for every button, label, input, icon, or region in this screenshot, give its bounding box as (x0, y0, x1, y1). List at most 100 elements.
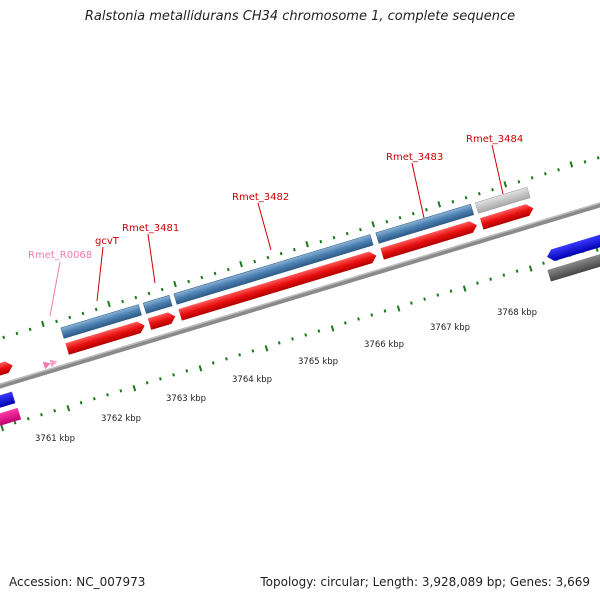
minor-tick (15, 331, 19, 336)
gene-label-Rmet_3482[interactable]: Rmet_3482 (232, 192, 289, 203)
major-tick (371, 221, 375, 228)
scale-label: 3762 kbp (101, 414, 141, 424)
major-tick (330, 325, 335, 332)
minor-tick (225, 357, 228, 361)
cds-arrow-Rmet_3483[interactable] (380, 220, 478, 260)
minor-tick (515, 269, 519, 273)
scale-label: 3764 kbp (232, 375, 272, 385)
left-edge-features (0, 391, 22, 431)
minor-tick (291, 337, 294, 341)
minor-tick (449, 289, 453, 293)
rrna-arrow-Rmet_R0068-b[interactable] (49, 358, 58, 368)
minor-tick (238, 353, 242, 357)
map-title: Ralstonia metallidurans CH34 chromosome … (84, 9, 516, 24)
gene-label-Rmet_3481[interactable]: Rmet_3481 (122, 223, 179, 234)
minor-tick (464, 196, 468, 200)
cds-arrow-left-edge[interactable] (0, 360, 14, 378)
minor-tick (226, 267, 230, 272)
gene-feature-Rmet_3484[interactable] (475, 186, 531, 214)
minor-tick (55, 319, 58, 324)
minor-tick (477, 192, 481, 196)
minor-tick (147, 291, 151, 296)
scale-label: 3768 kbp (497, 308, 537, 318)
minor-tick (383, 309, 387, 313)
gene-feature-left-blue[interactable] (0, 391, 16, 413)
minor-tick (398, 215, 402, 220)
minor-tick (476, 281, 479, 285)
leader-line-Rmet_R0068 (49, 261, 61, 317)
scale-label: 3767 kbp (430, 323, 470, 333)
cds-arrow-Rmet_3484[interactable] (479, 203, 535, 230)
cds-arrow-gcvT[interactable] (65, 320, 146, 355)
right-edge-features (545, 229, 600, 282)
major-tick (173, 280, 177, 288)
gene-label-Rmet_3483[interactable]: Rmet_3483 (386, 152, 443, 163)
minor-tick (332, 235, 336, 240)
minor-tick (292, 247, 296, 252)
minor-tick (160, 287, 164, 292)
minor-tick (119, 389, 123, 393)
minor-tick (359, 227, 362, 232)
major-tick (239, 260, 243, 268)
cds-arrow-Rmet_3481[interactable] (147, 311, 177, 330)
gene-feature-Rmet_3481[interactable] (142, 294, 173, 314)
minor-tick (543, 172, 547, 176)
minor-tick (81, 311, 85, 316)
leader-line-Rmet_3482 (257, 202, 272, 251)
minor-tick (68, 315, 72, 320)
minor-tick (542, 261, 545, 265)
minor-tick (253, 259, 257, 264)
minor-tick (557, 168, 560, 172)
scale-label: 3761 kbp (35, 434, 75, 444)
gene-feature-right-blue[interactable] (545, 229, 600, 263)
minor-tick (134, 295, 138, 300)
leader-line-Rmet_3484 (491, 144, 504, 195)
cds-arrow-Rmet_3482[interactable] (178, 250, 378, 321)
rrna-arrow-Rmet_R0068-a[interactable] (42, 360, 52, 370)
minor-tick (596, 156, 600, 160)
minor-tick (343, 321, 347, 325)
minor-tick (251, 349, 255, 353)
minor-tick (28, 327, 32, 332)
minor-tick (185, 369, 189, 373)
minor-tick (530, 176, 534, 180)
major-tick (437, 201, 442, 208)
gene-label-Rmet_3484[interactable]: Rmet_3484 (466, 134, 523, 145)
minor-tick (106, 393, 109, 397)
gene-feature-left-magenta[interactable] (0, 407, 22, 431)
major-tick (528, 265, 533, 272)
minor-tick (502, 273, 506, 277)
minor-tick (266, 255, 270, 260)
gene-feature-Rmet_3483[interactable] (375, 203, 475, 244)
gene-feature-gcvT[interactable] (60, 304, 142, 339)
minor-tick (53, 409, 57, 413)
major-tick (569, 161, 574, 168)
minor-tick (26, 417, 30, 421)
minor-tick (491, 188, 494, 192)
minor-tick (357, 317, 360, 321)
accession-text: Accession: NC_007973 (9, 575, 146, 589)
minor-tick (319, 239, 323, 244)
minor-tick (40, 413, 43, 417)
minor-tick (145, 381, 149, 385)
minor-tick (277, 341, 281, 345)
gene-feature-right-grey[interactable] (547, 249, 600, 282)
scale-labels: 3761 kbp 3762 kbp 3763 kbp 3764 kbp 3765… (35, 308, 537, 444)
major-tick (264, 345, 269, 352)
minor-tick (94, 307, 98, 312)
minor-tick (200, 275, 204, 280)
minor-tick (451, 200, 455, 204)
map-axis-frame (0, 156, 600, 432)
topology-summary: Topology: circular; Length: 3,928,089 bp… (260, 575, 590, 589)
gene-label-gcvT[interactable]: gcvT (95, 236, 120, 247)
minor-tick (423, 297, 426, 301)
gene-labels: Rmet_R0068 gcvT Rmet_3481 Rmet_3482 Rmet… (28, 134, 523, 317)
gene-label-Rmet_R0068[interactable]: Rmet_R0068 (28, 250, 92, 261)
gene-feature-Rmet_3482[interactable] (173, 234, 374, 305)
major-tick (305, 241, 309, 248)
minor-tick (121, 299, 124, 304)
minor-tick (158, 377, 162, 381)
minor-tick (411, 211, 415, 216)
